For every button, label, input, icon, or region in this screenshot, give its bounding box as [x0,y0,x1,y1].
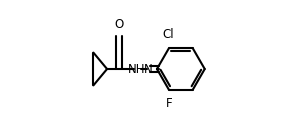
Text: N: N [144,63,152,75]
Text: F: F [166,97,172,110]
Text: O: O [115,18,124,31]
Text: NH: NH [128,63,146,75]
Text: Cl: Cl [162,28,174,41]
